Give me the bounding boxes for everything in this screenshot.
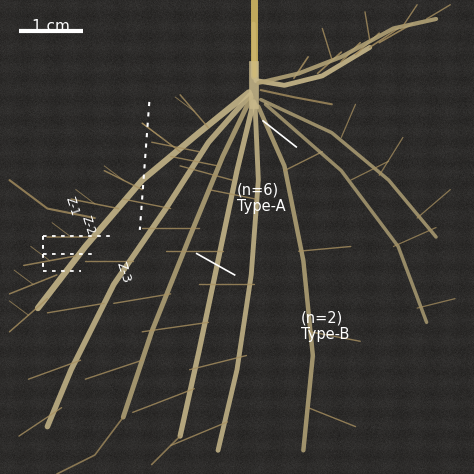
Text: (n=6): (n=6)	[237, 182, 279, 197]
Text: 1 cm: 1 cm	[32, 19, 70, 34]
Text: Type-A: Type-A	[237, 199, 286, 214]
Text: Type-B: Type-B	[301, 327, 349, 342]
Text: Z-2: Z-2	[79, 214, 97, 237]
Text: Z-3: Z-3	[114, 260, 133, 285]
Text: Z-1: Z-1	[63, 195, 81, 218]
Text: (n=2): (n=2)	[301, 310, 343, 325]
